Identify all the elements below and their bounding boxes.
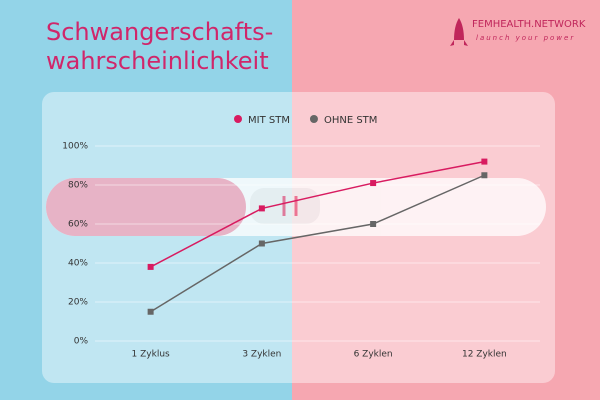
series-line [150, 160, 485, 268]
pregnancy-test [46, 178, 546, 236]
brand-name: FEMHEALTH.NETWORK [472, 19, 586, 30]
brand-logo [450, 18, 468, 46]
x-tick-label: 1 Zyklus [132, 350, 170, 360]
y-tick-label: 60% [68, 220, 88, 230]
chart-title: wahrscheinlichkeit [46, 47, 269, 75]
data-point [147, 263, 154, 270]
y-tick-label: 100% [62, 142, 88, 152]
data-point [481, 172, 488, 179]
data-point [258, 205, 265, 212]
series-line [150, 174, 485, 313]
x-tick-label: 3 Zyklen [242, 350, 281, 360]
legend-marker [309, 115, 318, 123]
data-point [147, 308, 154, 315]
legend-marker [234, 115, 242, 123]
y-tick-label: 40% [68, 259, 88, 269]
x-tick-label: 12 Zyklen [462, 350, 507, 360]
y-tick-label: 80% [68, 181, 88, 191]
data-point [370, 180, 377, 187]
legend-label: OHNE STM [324, 115, 377, 126]
chart-title: Schwangerschafts- [46, 18, 273, 46]
legend-label: MIT STM [248, 115, 290, 126]
y-tick-label: 0% [74, 337, 89, 347]
brand-tagline: launch your power [476, 34, 575, 42]
data-point [370, 221, 377, 227]
y-tick-label: 20% [68, 298, 88, 308]
x-tick-label: 6 Zyklen [354, 350, 393, 360]
data-point [258, 240, 265, 247]
data-point [481, 158, 488, 165]
